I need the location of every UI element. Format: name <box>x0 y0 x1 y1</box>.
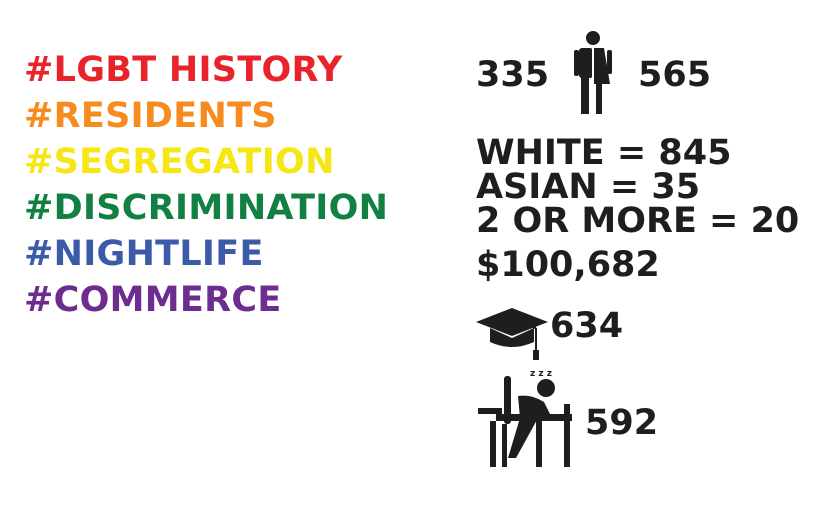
race-asian: ASIAN = 35 <box>476 167 701 207</box>
svg-text:z z z: z z z <box>530 369 552 379</box>
male-female-icon <box>574 31 612 114</box>
male-count: 335 <box>476 55 550 95</box>
race-white: WHITE = 845 <box>476 133 732 173</box>
hashtag-nightlife: #NIGHTLIFE <box>24 234 264 274</box>
hashtag-commerce: #COMMERCE <box>24 280 282 320</box>
hashtag-lgbt-history: #LGBT HISTORY <box>24 50 343 90</box>
graduates-count: 634 <box>550 306 624 346</box>
hashtag-residents: #RESIDENTS <box>24 96 277 136</box>
graduation-cap-icon <box>476 308 548 360</box>
students-count: 592 <box>585 403 659 443</box>
hashtag-discrimination: #DISCRIMINATION <box>24 188 389 228</box>
sleeping-student-desk-icon: z z z <box>478 369 572 467</box>
hashtag-segregation: #SEGREGATION <box>24 142 335 182</box>
female-count: 565 <box>638 55 712 95</box>
median-income: $100,682 <box>476 245 660 285</box>
race-multi: 2 OR MORE = 20 <box>476 201 800 241</box>
